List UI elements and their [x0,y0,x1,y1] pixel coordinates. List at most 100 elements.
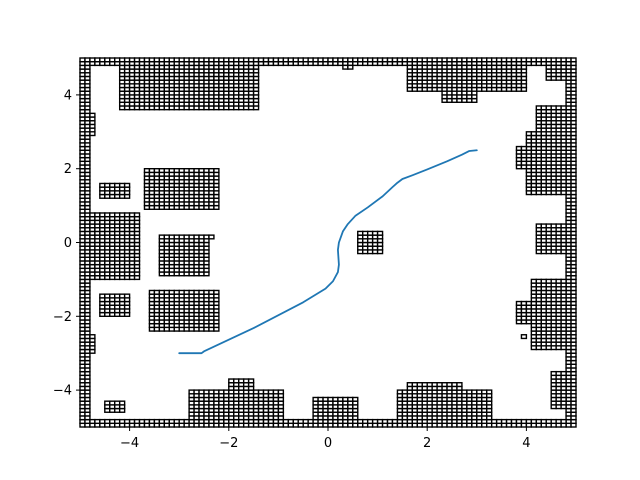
obstacle-cell [431,64,438,70]
obstacle-cell [515,300,523,306]
obstacle-cell [441,64,448,70]
obstacle-cell [94,418,101,425]
obstacle-cell [381,57,389,63]
obstacle-cell [456,90,463,96]
obstacle-cell [471,389,478,395]
obstacle-cell [89,112,96,118]
obstacle-cell [535,105,542,111]
obstacle-cell [570,57,577,63]
obstacle-cell [386,418,394,425]
obstacle-cell [347,64,354,70]
obstacle-cell [490,418,498,425]
obstacle-cell [252,389,260,395]
obstacle-cell [376,418,384,425]
obstacle-cell [500,418,508,425]
obstacle-cell [123,293,131,299]
obstacle-cell [198,167,205,174]
obstacle-cell [292,418,299,425]
obstacle-cell [183,57,190,63]
obstacle-cell [133,57,141,63]
obstacle-cell [133,418,141,425]
obstacle-cell [416,64,423,70]
obstacle-cell [505,418,513,425]
obstacle-cell [114,57,121,63]
obstacle-cell [118,182,126,188]
obstacle-cell [486,389,493,395]
obstacle-cell [550,418,557,425]
obstacle-cell [550,223,557,229]
obstacle-cell [188,57,195,63]
obstacle-cell [446,57,453,63]
obstacle-cell [366,230,374,236]
obstacle-cell [99,57,106,63]
obstacle-cell [287,418,294,425]
obstacle-cell [560,57,567,63]
obstacle-cell [163,167,170,174]
obstacle-cell [183,234,190,240]
obstacle-cell [327,396,334,402]
obstacle-cell [198,57,205,63]
obstacle-cell [535,223,542,229]
obstacle-cell [163,234,170,240]
obstacle-cell [540,223,547,229]
obstacle-cell [188,389,195,395]
obstacle-cell [262,57,270,63]
obstacle-cell [153,289,161,295]
obstacle-cell [118,293,126,299]
obstacle-cell [123,57,131,63]
obstacle-cell [89,334,96,340]
obstacle-cell [109,57,116,63]
obstacle-cell [545,64,552,70]
obstacle-cell [114,400,121,406]
y-tick-label: 0 [64,236,72,251]
obstacle-cell [525,57,533,63]
obstacle-cell [342,57,349,63]
obstacle-cell [555,57,562,63]
obstacle-cell [476,389,483,395]
obstacle-cell [302,57,309,63]
obstacle-cell [342,64,349,70]
obstacle-cell [396,57,404,63]
obstacle-cell [89,212,96,218]
obstacle-cell [550,105,557,111]
obstacle-cell [476,57,483,63]
obstacle-cell [560,418,567,425]
obstacle-cell [535,278,542,284]
obstacle-cell [94,57,101,63]
obstacle-cell [461,57,468,63]
obstacle-cell [347,396,354,402]
obstacle-cell [357,230,364,236]
obstacle-cell [104,400,111,406]
obstacle-cell [451,90,458,96]
obstacle-cell [495,57,503,63]
obstacle-cell [183,418,190,425]
obstacle-cell [104,293,111,299]
y-tick-label: 2 [64,162,72,177]
obstacle-cell [466,389,473,395]
obstacle-cell [123,418,131,425]
x-tick-label: −2 [219,436,238,451]
obstacle-cell [223,389,230,395]
obstacle-cell [208,234,215,240]
obstacle-cell [352,57,359,63]
obstacle-cell [287,57,294,63]
obstacle-cell [366,57,374,63]
obstacle-cell [99,418,106,425]
obstacle-cell [456,382,463,388]
obstacle-cell [520,145,528,151]
obstacle-cell [510,418,518,425]
obstacle-cell [362,57,369,63]
obstacle-cell [178,57,185,63]
obstacle-cell [168,167,175,174]
obstacle-cell [252,57,260,63]
obstacle-cell [471,57,478,63]
obstacle-cell [89,57,96,63]
obstacle-cell [163,57,170,63]
obstacle-cell [347,57,354,63]
path-line [178,149,478,355]
obstacle-cell [228,378,235,384]
obstacle-cell [178,418,185,425]
obstacle-cell [109,293,116,299]
obstacle-cell [436,382,443,388]
